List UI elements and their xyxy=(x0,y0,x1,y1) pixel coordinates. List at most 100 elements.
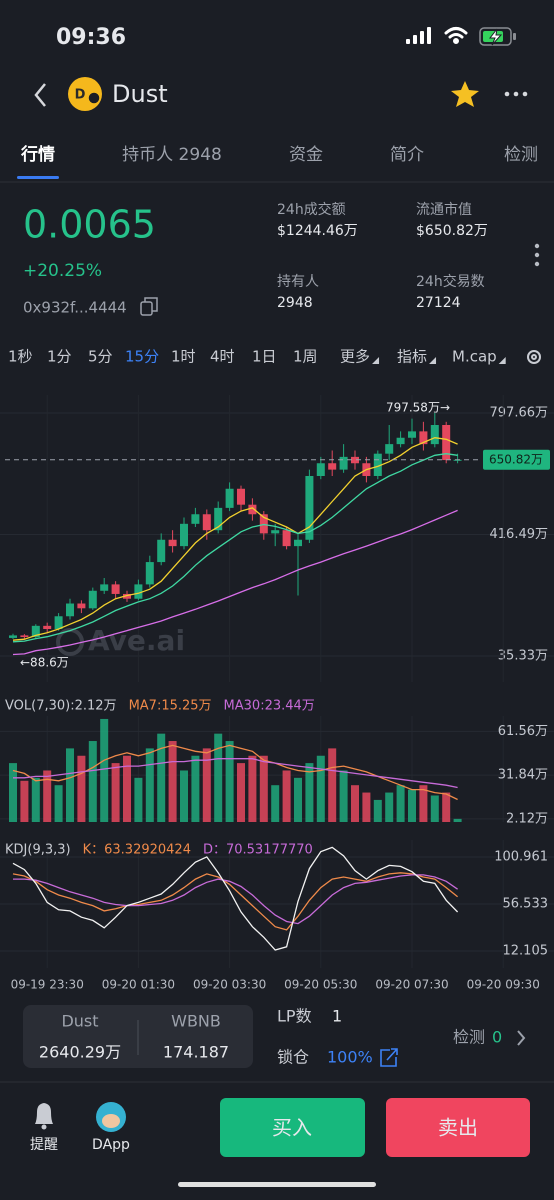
volume-bar xyxy=(248,755,257,822)
interval[interactable]: 15分 xyxy=(125,348,159,366)
volume-bar xyxy=(282,770,291,822)
stat-value: $650.82万 xyxy=(416,223,488,239)
candle-body xyxy=(180,523,188,547)
watermark: Ave.ai xyxy=(88,624,185,657)
volume-bar xyxy=(191,755,200,822)
interval[interactable]: 1分 xyxy=(47,348,72,366)
volume-bar xyxy=(54,785,63,822)
indicator-line xyxy=(12,744,458,801)
volume-bar xyxy=(385,792,394,822)
volume-bar xyxy=(430,795,439,822)
candle-body xyxy=(202,514,211,531)
candle-body xyxy=(54,616,63,630)
tab[interactable]: 资金 xyxy=(289,145,323,165)
buy-button[interactable] xyxy=(220,1098,365,1157)
favorite-star[interactable] xyxy=(451,81,479,107)
y-tick-label: 56.533 xyxy=(503,896,549,911)
candle-body xyxy=(225,488,234,508)
volume-bar xyxy=(168,741,177,822)
interval[interactable]: 1时 xyxy=(171,348,196,366)
lp-label: LP数 xyxy=(277,1007,312,1026)
volume-bar xyxy=(145,748,154,822)
legend-entry: MA7:15.25万 xyxy=(129,699,212,714)
volume-bar xyxy=(225,741,234,822)
candle-body xyxy=(351,456,359,464)
volume-bar xyxy=(100,718,109,822)
candle-body xyxy=(20,635,29,637)
sell-label[interactable]: 卖出 xyxy=(438,1116,478,1140)
wifi-icon xyxy=(444,27,468,44)
legend-entry: K：63.32920424 xyxy=(83,843,191,858)
copy-button[interactable] xyxy=(140,297,158,316)
candle-body xyxy=(385,444,394,454)
volume-bar xyxy=(111,763,120,822)
interval[interactable]: 更多 xyxy=(340,348,370,366)
interval[interactable]: 指标 xyxy=(397,348,427,366)
interval[interactable]: 5分 xyxy=(88,348,113,366)
candle-body xyxy=(408,431,416,438)
candle-body xyxy=(31,625,40,637)
candle-body xyxy=(111,584,120,594)
volume-bar xyxy=(442,792,451,822)
dropdown-caret xyxy=(372,357,380,364)
pool-token-amount: 174.187 xyxy=(163,1043,229,1062)
tab[interactable]: 简介 xyxy=(390,145,424,165)
more-menu[interactable] xyxy=(504,91,528,97)
volume-bar xyxy=(20,780,29,822)
candle-body xyxy=(373,453,382,477)
check-chevron[interactable] xyxy=(517,1030,526,1046)
dropdown-caret xyxy=(429,357,437,364)
volume-bar xyxy=(316,755,325,822)
volume-bar xyxy=(180,770,188,822)
check-value[interactable]: 0 xyxy=(492,1028,502,1047)
stat-value: 2948 xyxy=(277,295,313,311)
signal-icon xyxy=(406,27,431,44)
volume-bar xyxy=(373,799,382,822)
overview-menu[interactable] xyxy=(534,243,540,267)
check-label[interactable]: 检测 xyxy=(453,1028,485,1047)
tab[interactable]: 检测 xyxy=(504,145,538,165)
interval[interactable]: 4时 xyxy=(210,348,235,366)
annotation: ←88.6万 xyxy=(20,656,69,670)
indicator-line xyxy=(13,874,458,925)
interval[interactable]: 1秒 xyxy=(8,348,33,366)
sell-button[interactable] xyxy=(386,1098,530,1157)
interval[interactable]: 1日 xyxy=(252,348,277,366)
external-link-icon[interactable] xyxy=(380,1048,398,1067)
indicator-line xyxy=(12,509,458,656)
y-tick-label: 100.961 xyxy=(494,849,548,864)
interval[interactable]: M.cap xyxy=(452,348,497,366)
chart-settings[interactable] xyxy=(527,350,541,364)
alert-label[interactable]: 提醒 xyxy=(30,1137,58,1153)
tab[interactable]: 行情 xyxy=(20,144,55,165)
lock-value[interactable]: 100% xyxy=(327,1048,373,1067)
stat-label: 持有人 xyxy=(277,274,319,290)
candle-body xyxy=(316,463,325,477)
volume-bar xyxy=(305,763,314,822)
volume-bar xyxy=(453,818,462,822)
candle-body xyxy=(305,476,314,540)
buy-label[interactable]: 买入 xyxy=(272,1116,312,1140)
candle-body xyxy=(328,463,337,470)
home-indicator xyxy=(178,1182,376,1187)
interval[interactable]: 1周 xyxy=(293,348,318,366)
back-button[interactable] xyxy=(34,83,46,107)
legend-entry: MA30:23.44万 xyxy=(224,699,315,714)
dapp-label[interactable]: DApp xyxy=(92,1137,130,1153)
volume-bar xyxy=(214,733,223,822)
chain-badge xyxy=(87,91,101,105)
candle-body xyxy=(145,562,154,585)
candle-body xyxy=(157,539,166,563)
tab[interactable]: 持币人 2948 xyxy=(122,145,222,165)
x-tick-label: 09-20 07:30 xyxy=(375,978,448,992)
volume-bar xyxy=(157,733,166,822)
indicator-line xyxy=(12,453,458,643)
candle-body xyxy=(294,539,302,547)
bell-icon[interactable] xyxy=(35,1103,53,1130)
y-tick-label: 797.66万 xyxy=(490,405,549,420)
interval-bar: 1秒 1分 5分 15分 1时 4时 1日 1周 更多 指标 M.cap xyxy=(8,348,506,366)
candle-body xyxy=(168,539,177,547)
stat-label: 24h成交额 xyxy=(277,201,346,218)
candle-body xyxy=(88,590,97,609)
